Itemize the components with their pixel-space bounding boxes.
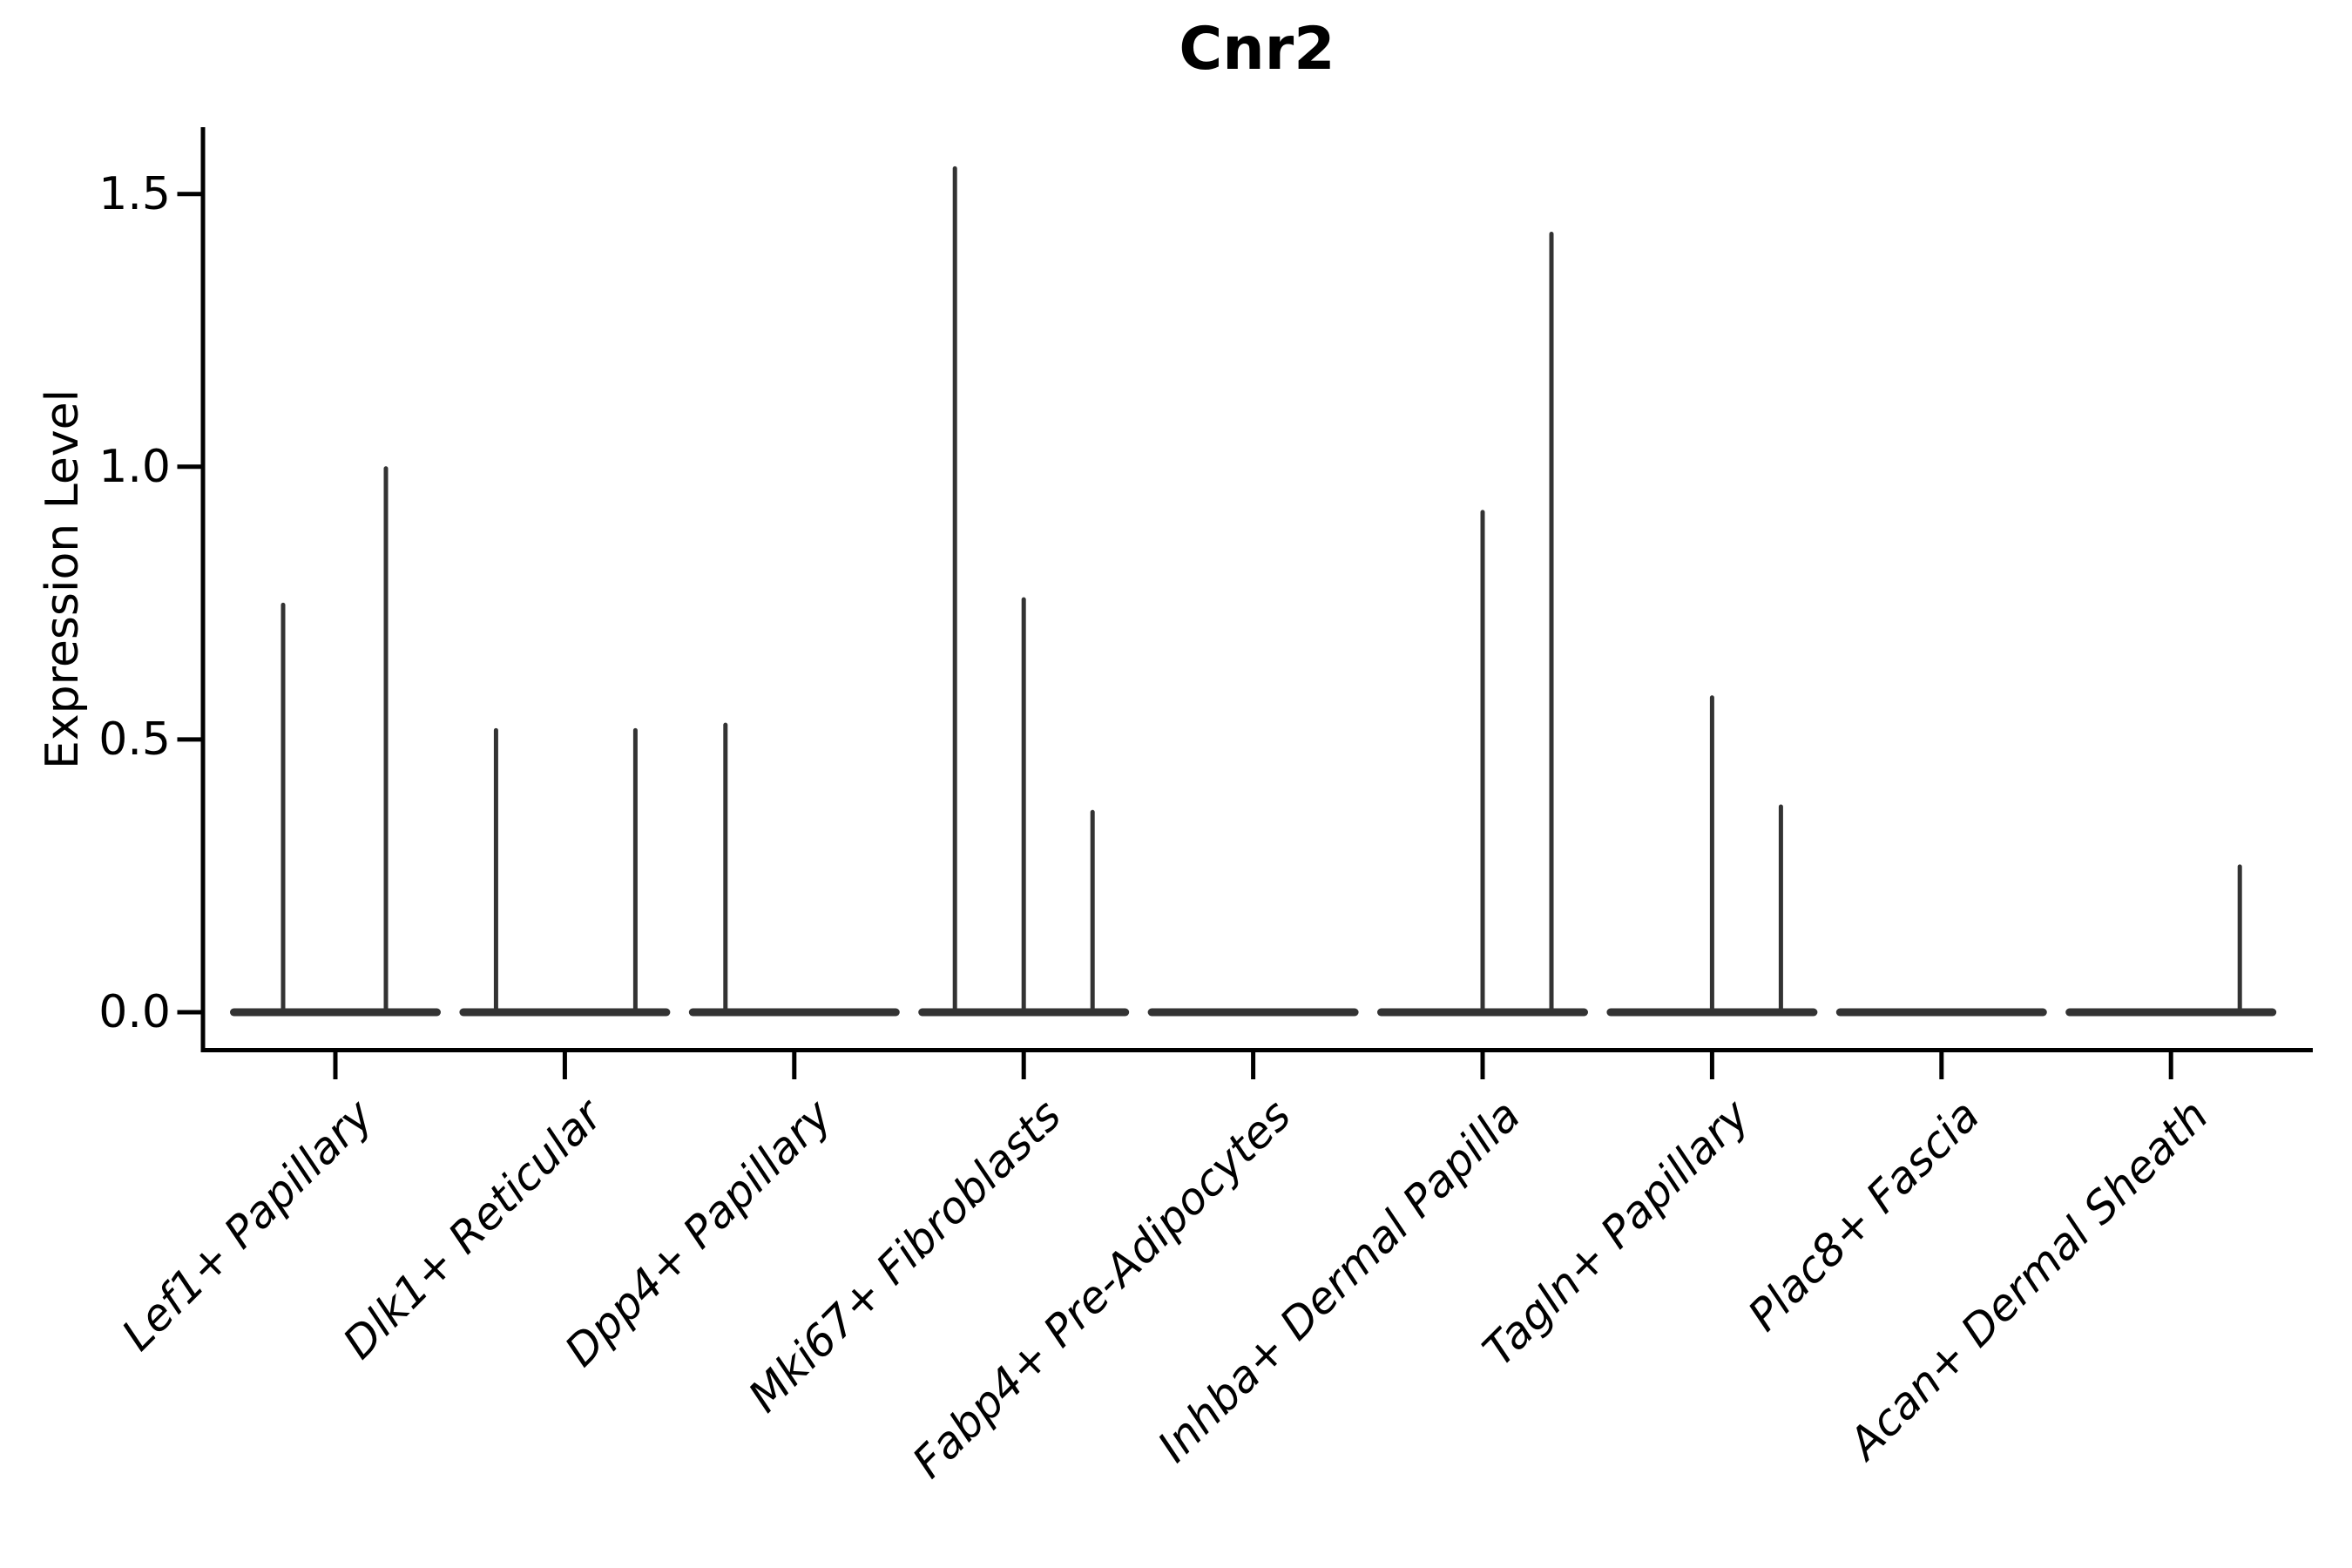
chart-title: Cnr2 <box>1179 15 1335 84</box>
violin-base <box>459 1008 671 1017</box>
violin-base <box>918 1008 1130 1017</box>
violin-base <box>1377 1008 1588 1017</box>
violin-base <box>1835 1008 2047 1017</box>
violin-base <box>688 1008 900 1017</box>
violin-base <box>2065 1008 2277 1017</box>
violin-base <box>1147 1008 1359 1017</box>
violin-base <box>1606 1008 1818 1017</box>
y-tick-label: 1.5 <box>98 167 171 220</box>
violin-base <box>230 1008 441 1017</box>
y-tick-label: 0.5 <box>98 713 171 766</box>
y-tick-label: 0.0 <box>98 986 171 1038</box>
y-tick-label: 1.0 <box>98 440 171 493</box>
